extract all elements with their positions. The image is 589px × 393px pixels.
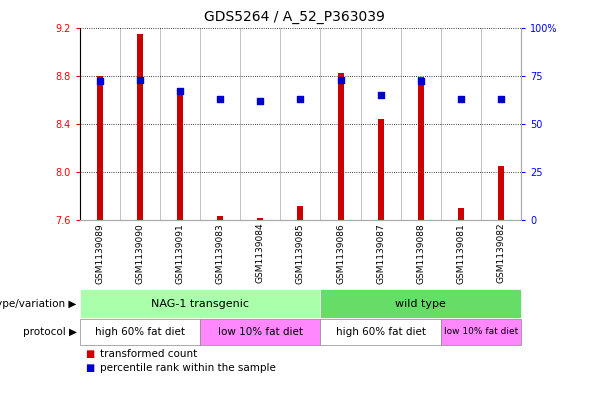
Point <box>376 92 385 98</box>
Point <box>175 88 184 94</box>
Text: NAG-1 transgenic: NAG-1 transgenic <box>151 299 249 309</box>
Text: percentile rank within the sample: percentile rank within the sample <box>100 363 276 373</box>
Text: high 60% fat diet: high 60% fat diet <box>95 327 185 337</box>
Point <box>296 95 305 102</box>
Text: transformed count: transformed count <box>100 349 197 360</box>
Text: low 10% fat diet: low 10% fat diet <box>444 327 518 336</box>
Bar <box>337 73 343 220</box>
Text: ■: ■ <box>85 363 95 373</box>
Text: GDS5264 / A_52_P363039: GDS5264 / A_52_P363039 <box>204 10 385 24</box>
Point <box>336 76 345 83</box>
Point <box>456 95 466 102</box>
Text: protocol ▶: protocol ▶ <box>22 327 77 337</box>
Bar <box>418 77 424 220</box>
Bar <box>297 206 303 220</box>
Bar <box>217 217 223 220</box>
Bar <box>458 208 464 220</box>
Point <box>216 95 225 102</box>
Point <box>497 95 506 102</box>
Point <box>416 78 426 84</box>
Bar <box>378 119 383 220</box>
Text: ■: ■ <box>85 349 95 360</box>
Point <box>95 78 104 84</box>
Bar <box>177 94 183 220</box>
Text: genotype/variation ▶: genotype/variation ▶ <box>0 299 77 309</box>
Bar <box>257 218 263 220</box>
Bar <box>97 75 102 220</box>
Text: high 60% fat diet: high 60% fat diet <box>336 327 426 337</box>
Bar <box>498 166 504 220</box>
Text: low 10% fat diet: low 10% fat diet <box>218 327 303 337</box>
Point <box>256 97 265 104</box>
Bar <box>137 33 143 220</box>
Point <box>135 76 144 83</box>
Text: wild type: wild type <box>395 299 446 309</box>
